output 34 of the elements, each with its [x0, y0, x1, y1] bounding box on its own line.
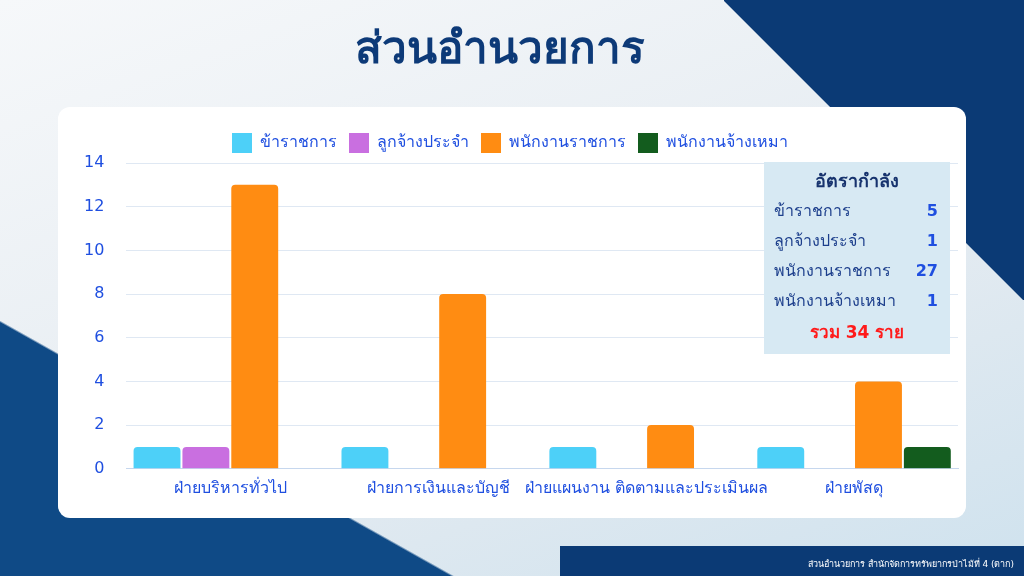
text: ข้าราชการ 5	[774, 201, 938, 220]
y-tick-label: 0	[94, 457, 105, 477]
legend-label: พนักงานจ้างเหมา	[666, 132, 788, 152]
annotation: รวม 34 ราย	[808, 321, 906, 344]
text: ส่วนอำนวยการ สำนักจัดการทรัพยากรป่าไม้ที่ 4 (ตาก)	[560, 546, 1024, 576]
x-tick-label: ฝ่ายบริหารทั่วไป	[173, 475, 287, 497]
text: พนักงานจ้างเหมา 1	[774, 291, 938, 310]
x-tick-label: ฝ่ายแผนงาน ติดตามและประเมินผล	[524, 477, 768, 497]
bar	[341, 446, 389, 469]
text: ลูกจ้างประจำ 1	[774, 231, 938, 250]
bar	[439, 294, 487, 469]
x-tick-label: ฝ่ายการเงินและบัญชี	[366, 477, 510, 497]
text: พนักงานราชการ 27	[774, 261, 938, 280]
bar	[647, 425, 695, 469]
bar	[903, 446, 951, 469]
legend-label: ข้าราชการ	[260, 132, 337, 152]
y-tick-label: 6	[94, 326, 105, 346]
y-tick-label: 12	[84, 195, 105, 215]
x-tick-label: ฝ่ายพัสดุ	[825, 477, 884, 498]
legend-label: ลูกจ้างประจำ	[377, 132, 469, 153]
annotation: อัตรากำลัง	[814, 169, 900, 193]
y-tick-label: 8	[94, 283, 105, 303]
y-tick-label: 14	[84, 152, 105, 172]
bar	[133, 446, 181, 469]
bar	[757, 446, 805, 469]
chart-title: ส่วนอำนวยการ	[354, 21, 646, 75]
bar	[855, 381, 902, 469]
legend-label: พนักงานราชการ	[509, 132, 626, 152]
bar	[231, 184, 279, 469]
y-tick-label: 2	[94, 414, 105, 434]
y-tick-label: 4	[94, 370, 105, 390]
bar	[182, 446, 230, 469]
bar	[549, 446, 597, 469]
y-tick-label: 10	[84, 239, 105, 259]
